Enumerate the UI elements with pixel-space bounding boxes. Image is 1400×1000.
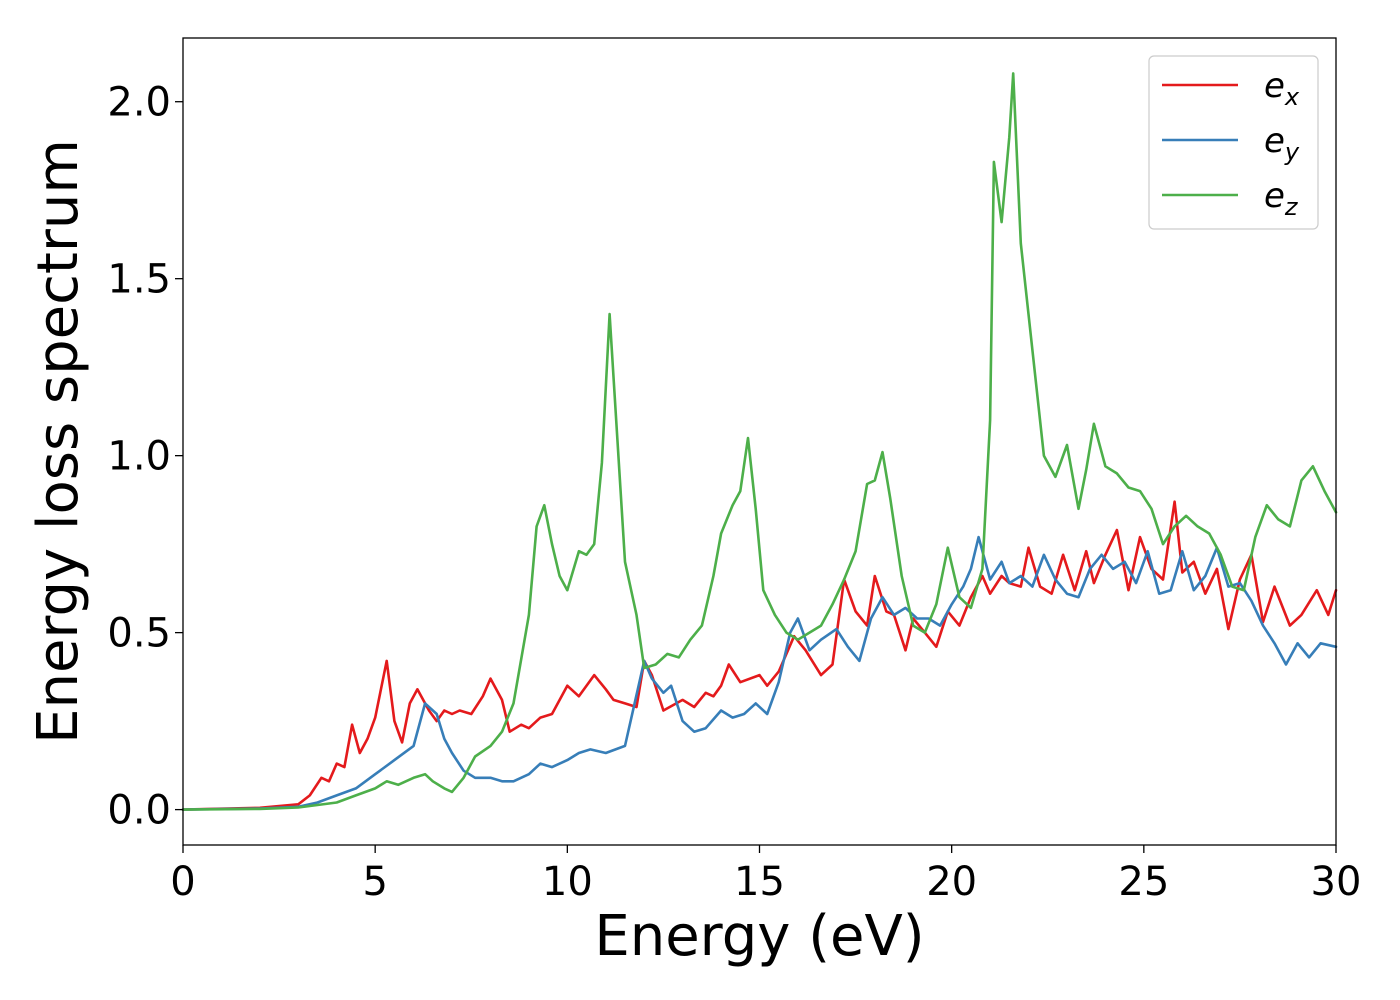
y-axis-title: Energy loss spectrum [26, 139, 91, 744]
y-tick-label: 0.0 [107, 788, 171, 834]
x-tick-label: 25 [1118, 859, 1169, 905]
legend-label-ez: ez [1264, 176, 1299, 221]
y-tick-label: 0.5 [107, 611, 171, 657]
legend-label-ey: ey [1264, 121, 1300, 166]
x-tick-label: 0 [170, 859, 195, 905]
x-tick-label: 15 [734, 859, 785, 905]
x-tick-label: 10 [542, 859, 593, 905]
y-tick-label: 2.0 [107, 80, 171, 126]
legend-label-ex: ex [1264, 66, 1300, 111]
y-tick-label: 1.0 [107, 434, 171, 480]
x-tick-label: 30 [1311, 859, 1362, 905]
series-line-ey [181, 535, 1338, 811]
legend-box [1148, 55, 1319, 230]
x-tick-label: 20 [926, 859, 977, 905]
x-axis-title: Energy (eV) [594, 904, 924, 969]
series-line-ez [181, 72, 1338, 811]
series-layer [181, 72, 1338, 811]
x-axis: 0 5 10 15 20 25 30 [170, 845, 1361, 905]
y-tick-label: 1.5 [107, 257, 171, 303]
x-tick-label: 5 [362, 859, 387, 905]
legend: ex ey ez [1148, 55, 1319, 230]
y-axis: 0.0 0.5 1.0 1.5 2.0 [107, 80, 183, 834]
